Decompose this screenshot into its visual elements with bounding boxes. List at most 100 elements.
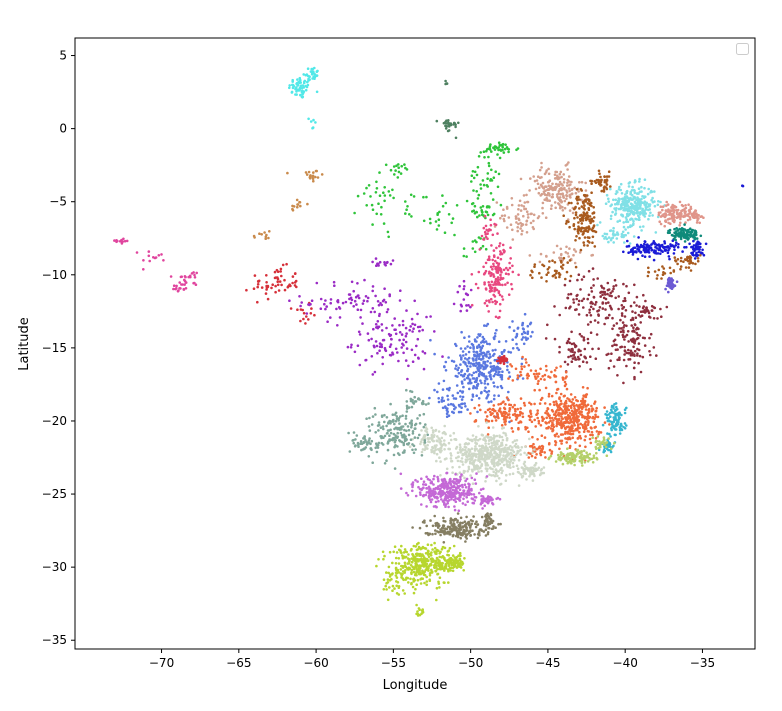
data-point <box>543 436 547 439</box>
data-point <box>537 466 541 470</box>
data-point <box>493 289 496 293</box>
data-point <box>528 418 532 422</box>
data-point <box>450 221 454 225</box>
data-point <box>505 359 508 363</box>
data-point <box>582 430 586 434</box>
data-point <box>424 446 427 450</box>
data-point <box>689 269 693 272</box>
data-point <box>489 178 493 181</box>
data-point <box>427 437 430 441</box>
data-point <box>377 202 380 205</box>
data-point <box>471 462 474 466</box>
data-point <box>472 350 476 353</box>
data-point <box>325 305 329 308</box>
data-point <box>497 371 501 374</box>
data-point <box>570 193 573 196</box>
data-point <box>307 303 310 306</box>
data-point <box>627 348 630 352</box>
data-point <box>616 201 620 205</box>
data-point <box>402 443 406 447</box>
data-point <box>460 406 463 410</box>
data-point <box>635 250 638 253</box>
data-point <box>562 453 565 456</box>
data-point <box>352 289 356 293</box>
data-point <box>583 194 587 198</box>
data-point <box>595 406 598 410</box>
data-point <box>609 185 612 188</box>
data-point <box>574 211 578 214</box>
data-point <box>494 315 498 319</box>
data-point <box>578 214 582 217</box>
data-point <box>491 354 495 357</box>
data-point <box>495 463 499 466</box>
data-point <box>495 434 499 438</box>
data-point <box>370 203 374 207</box>
data-point <box>405 208 408 211</box>
data-point <box>341 301 345 305</box>
data-point <box>582 426 585 430</box>
data-point <box>591 461 595 464</box>
data-point <box>411 322 414 326</box>
data-point <box>376 351 379 355</box>
data-point <box>313 313 316 317</box>
data-point <box>599 431 603 434</box>
data-point <box>563 421 567 425</box>
data-point <box>514 336 518 339</box>
data-point <box>658 246 661 250</box>
data-point <box>491 407 495 411</box>
data-point <box>493 222 496 226</box>
data-point <box>457 366 460 370</box>
data-point <box>496 283 500 286</box>
data-point <box>477 404 481 407</box>
data-point <box>573 351 576 354</box>
data-point <box>355 434 359 437</box>
data-point <box>392 436 396 440</box>
data-point <box>578 198 581 201</box>
data-point <box>444 79 447 83</box>
data-point <box>556 195 559 199</box>
data-point <box>182 288 186 291</box>
data-point <box>607 200 610 203</box>
data-point <box>500 351 504 354</box>
data-point <box>640 190 643 193</box>
data-point <box>344 300 348 304</box>
data-point <box>291 204 294 208</box>
data-point <box>462 247 466 250</box>
data-point <box>422 436 426 439</box>
data-point <box>490 448 494 452</box>
data-point <box>580 198 583 202</box>
data-point <box>187 275 190 279</box>
data-point <box>313 77 316 80</box>
data-point <box>470 493 473 496</box>
data-point <box>492 374 496 378</box>
data-point <box>487 164 491 168</box>
data-point <box>566 447 569 451</box>
data-point <box>396 176 400 179</box>
data-point <box>357 294 360 297</box>
data-point <box>557 414 561 417</box>
data-point <box>633 179 637 182</box>
data-point <box>478 353 481 356</box>
data-point <box>540 396 544 400</box>
data-point <box>489 373 492 377</box>
data-point <box>527 430 530 434</box>
data-point <box>569 419 573 423</box>
data-point <box>660 277 663 280</box>
data-point <box>699 215 702 218</box>
data-point <box>623 345 626 349</box>
data-point <box>625 195 629 198</box>
data-point <box>689 205 693 209</box>
data-point <box>379 435 383 438</box>
data-point <box>299 93 302 97</box>
data-point <box>278 280 282 283</box>
data-point <box>381 425 385 428</box>
data-point <box>496 153 499 156</box>
data-point <box>413 323 417 327</box>
data-point <box>421 402 424 406</box>
data-point <box>252 234 256 238</box>
data-point <box>679 267 682 271</box>
data-point <box>389 431 393 435</box>
data-point <box>604 441 608 445</box>
data-point <box>511 320 514 323</box>
data-point <box>613 278 617 282</box>
